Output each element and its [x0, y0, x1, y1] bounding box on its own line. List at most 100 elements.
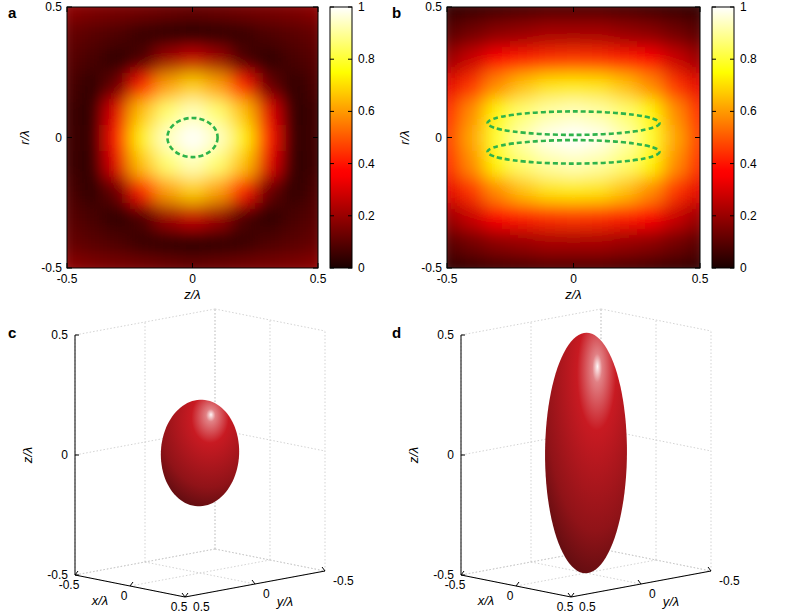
- cell: [611, 72, 637, 99]
- grid-line: [215, 309, 325, 331]
- cell: [687, 177, 700, 204]
- cell: [485, 255, 511, 268]
- axis-label: y/λ: [276, 594, 294, 609]
- cell: [180, 124, 206, 151]
- cell: [662, 124, 688, 151]
- cell: [67, 124, 80, 151]
- cell: [687, 98, 700, 125]
- cell: [230, 151, 256, 178]
- tick-label: 0.5: [425, 0, 442, 14]
- cell: [80, 151, 106, 178]
- cell: [280, 203, 306, 230]
- tick: [348, 163, 352, 164]
- cell: [155, 229, 181, 256]
- axis-label: z/λ: [564, 287, 582, 302]
- tick: [348, 7, 352, 8]
- axis-label: x/λ: [477, 593, 495, 608]
- cell: [586, 124, 612, 151]
- cell: [687, 203, 700, 230]
- cell: [280, 20, 306, 47]
- cell: [80, 229, 106, 256]
- tick: [75, 571, 78, 575]
- tick: [252, 580, 255, 584]
- tick-label: 0: [55, 131, 62, 145]
- cell: [447, 124, 460, 151]
- tick: [330, 7, 334, 8]
- grid-line: [145, 562, 255, 584]
- tick: [568, 593, 571, 597]
- cell: [637, 46, 663, 73]
- cell: [687, 255, 700, 268]
- tick-label: 0: [435, 131, 442, 145]
- contour: [487, 111, 659, 134]
- cell: [305, 7, 318, 21]
- cell: [637, 255, 663, 268]
- axis-label: z/λ: [406, 447, 421, 465]
- cell: [305, 177, 318, 204]
- tick: [318, 263, 319, 268]
- cell: [180, 98, 206, 125]
- cell: [561, 229, 587, 256]
- tick: [313, 137, 318, 138]
- cell: [180, 229, 206, 256]
- cell: [510, 151, 536, 178]
- tick: [712, 163, 716, 164]
- tick-label: 0: [61, 448, 68, 462]
- cell: [80, 177, 106, 204]
- cell: [460, 72, 486, 99]
- cell: [611, 7, 637, 21]
- cell: [305, 72, 318, 99]
- cell: [561, 7, 587, 21]
- cell: [611, 203, 637, 230]
- cell: [611, 229, 637, 256]
- grid-line: [215, 549, 325, 571]
- tick: [695, 268, 700, 269]
- cell: [255, 20, 281, 47]
- cell: [510, 229, 536, 256]
- cell: [80, 72, 106, 99]
- cell: [205, 46, 231, 73]
- axis-label: r/λ: [17, 130, 32, 144]
- tick-label: 0.5: [193, 600, 210, 614]
- cell: [687, 124, 700, 151]
- cell: [305, 98, 318, 125]
- axis-label: y/λ: [662, 594, 680, 609]
- cell: [536, 255, 562, 268]
- cell: [561, 255, 587, 268]
- cell: [536, 72, 562, 99]
- tick-label: 0.4: [740, 157, 757, 171]
- cell: [255, 46, 281, 73]
- frame: [447, 7, 700, 268]
- tick-label: 0.5: [45, 0, 62, 14]
- cell: [255, 255, 281, 268]
- cell: [687, 20, 700, 47]
- tick: [712, 268, 716, 269]
- cell: [155, 255, 181, 268]
- cell: [460, 124, 486, 151]
- cell: [130, 229, 156, 256]
- cell: [485, 7, 511, 21]
- tick: [712, 111, 716, 112]
- cell: [67, 7, 80, 21]
- cell: [662, 98, 688, 125]
- figure: -0.500.5-0.500.5z/λr/λa00.20.40.60.81-0.…: [0, 0, 785, 615]
- contour: [167, 118, 217, 157]
- tick: [730, 59, 734, 60]
- panel: -0.500.5-0.500.5-0.500.5x/λy/λz/λc: [8, 309, 354, 614]
- tick-label: 0.8: [740, 52, 757, 66]
- cell: [536, 203, 562, 230]
- grid-line: [601, 549, 711, 571]
- cell: [687, 46, 700, 73]
- cell: [67, 20, 80, 47]
- tick-label: -0.5: [719, 574, 740, 588]
- cell: [255, 151, 281, 178]
- grid-line: [215, 549, 325, 571]
- tick: [461, 571, 464, 575]
- cell: [180, 177, 206, 204]
- cell: [536, 124, 562, 151]
- cell: [447, 151, 460, 178]
- cell: [561, 20, 587, 47]
- cell: [280, 229, 306, 256]
- cell: [255, 72, 281, 99]
- cell: [460, 20, 486, 47]
